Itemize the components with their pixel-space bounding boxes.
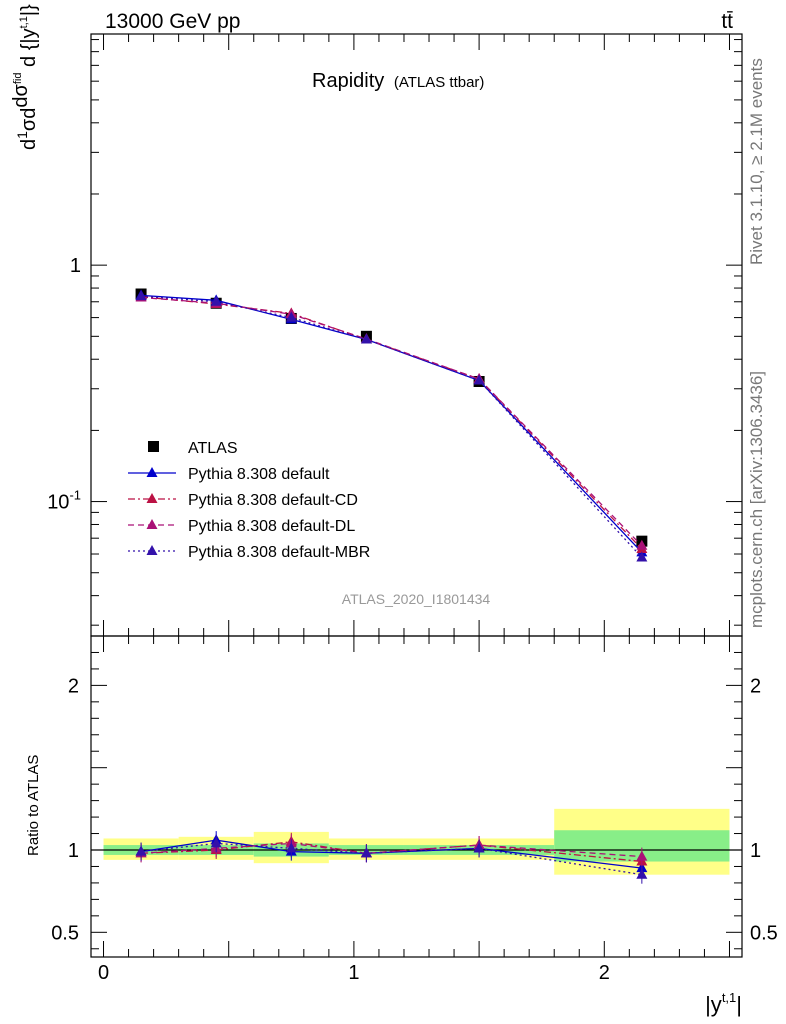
data-point-marker (285, 311, 297, 322)
main-series-4 (135, 290, 648, 562)
ratio-point-marker (636, 850, 648, 861)
main-ticks: 1 10-1 (47, 34, 742, 636)
legend-marker-triangle (146, 493, 158, 503)
plot-title-main: Rapidity (312, 70, 384, 92)
main-y-tick-label: 1 (70, 255, 81, 277)
x-tick-label: 0 (98, 962, 109, 984)
data-point-marker (473, 374, 485, 385)
ratio-point-marker (135, 845, 147, 856)
legend-label: Pythia 8.308 default-MBR (188, 544, 370, 561)
series-line (141, 295, 643, 558)
ratio-panel: 0.5 0.5 1 1 2 2 0 1 2 (51, 635, 778, 984)
series-line (141, 296, 643, 547)
ratio-y-tick-label-right: 0.5 (750, 922, 778, 944)
data-point-marker (636, 539, 648, 550)
legend-entry: Pythia 8.308 default-MBR (128, 544, 370, 561)
main-series-2 (135, 290, 648, 554)
legend-entry: Pythia 8.308 default (128, 466, 330, 483)
legend-label: ATLAS (188, 440, 238, 457)
legend-marker-triangle (146, 467, 158, 477)
legend: ATLAS Pythia 8.308 default Pythia 8.308 de… (128, 440, 370, 561)
legend-marker-square (148, 441, 159, 452)
x-tick-label: 1 (348, 962, 359, 984)
process-label: tt̄ (721, 10, 733, 33)
ratio-series-line (141, 841, 642, 863)
series-line (141, 296, 643, 550)
legend-entry: Pythia 8.308 default-CD (128, 492, 358, 509)
ratio-point-marker (636, 868, 648, 879)
data-point-marker (210, 295, 222, 306)
ratio-frame (90, 635, 743, 958)
main-series-3 (135, 291, 648, 550)
ratio-series-line (140, 839, 642, 869)
ratio-ticks: 0.5 0.5 1 1 2 2 0 1 2 (51, 635, 778, 984)
ratio-series-line (141, 842, 642, 876)
ratio-y-tick-label: 2 (68, 675, 79, 697)
mcplots-label: mcplots.cern.ch [arXiv:1306.3436] (747, 371, 766, 628)
ratio-point-marker (210, 837, 222, 848)
main-y-tick-label: 10-1 (47, 488, 81, 514)
main-series-1 (135, 289, 648, 557)
ratio-y-axis-label: Ratio to ATLAS (25, 755, 42, 856)
legend-marker-triangle (146, 519, 158, 529)
ratio-point-marker (360, 847, 372, 858)
ratio-series-3 (135, 834, 648, 884)
rivet-label: Rivet 3.1.10, ≥ 2.1M events (747, 58, 766, 265)
ratio-point-marker (473, 842, 485, 853)
plot-title-sub: (ATLAS ttbar) (394, 74, 485, 91)
data-point-marker (360, 333, 372, 344)
data-point-marker (636, 551, 648, 562)
ratio-y-tick-label-right: 2 (750, 675, 761, 697)
x-axis-label: |yt,1| (705, 990, 742, 1017)
plot-title: Rapidity (ATLAS ttbar) (312, 70, 484, 92)
svg-text:d1σddσfid d {|yt,1|}: d1σddσfid d {|yt,1|} (10, 4, 40, 150)
legend-entry: Pythia 8.308 default-DL (128, 518, 355, 535)
series-line (141, 294, 643, 553)
main-panel: 1 10-1 (47, 33, 743, 637)
legend-label: Pythia 8.308 default-DL (188, 518, 355, 535)
ratio-point-marker (285, 842, 297, 853)
data-point-marker (135, 290, 147, 301)
legend-marker-triangle (146, 545, 158, 555)
legend-label: Pythia 8.308 default (188, 466, 330, 483)
ratio-series-line (141, 842, 642, 858)
analysis-watermark: ATLAS_2020_I1801434 (342, 591, 491, 607)
energy-label: 13000 GeV pp (105, 10, 240, 33)
main-y-axis-label: d1σddσfid d {|yt,1|} (10, 4, 40, 150)
ratio-y-tick-label-right: 1 (750, 840, 761, 862)
ratio-y-tick-label: 0.5 (51, 922, 79, 944)
ratio-y-tick-label: 1 (68, 840, 79, 862)
legend-entry: ATLAS (148, 440, 238, 457)
x-tick-label: 2 (599, 962, 610, 984)
legend-label: Pythia 8.308 default-CD (188, 492, 358, 509)
